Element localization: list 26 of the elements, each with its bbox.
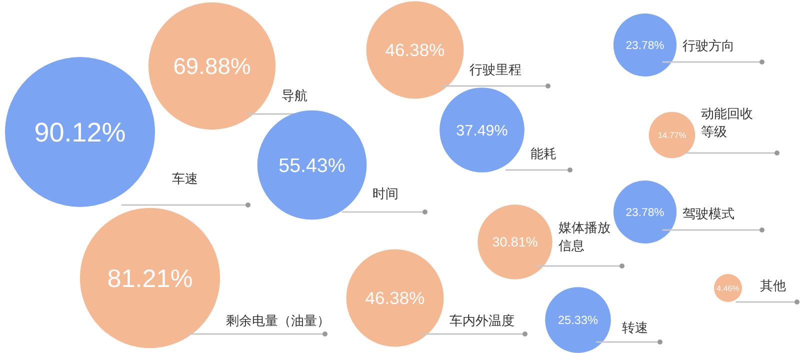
data-label: 4.46% — [716, 284, 740, 293]
category-label: 其他 — [760, 278, 786, 293]
category-label: 车速 — [172, 171, 198, 186]
data-label: 81.21% — [107, 264, 193, 293]
data-label: 46.38% — [385, 40, 445, 60]
data-label: 23.78% — [626, 40, 664, 52]
category-label: 行驶里程 — [470, 62, 522, 77]
category-label: 驾驶模式 — [682, 206, 735, 221]
data-label: 69.88% — [173, 53, 251, 80]
category-label: 动能回收等级 — [701, 106, 754, 139]
category-label: 车内外温度 — [450, 313, 515, 328]
data-label: 55.43% — [278, 154, 346, 177]
data-label: 14.77% — [658, 130, 687, 140]
category-label: 导航 — [282, 88, 308, 103]
data-label: 25.33% — [558, 313, 599, 328]
category-label: 媒体播放信息 — [558, 220, 610, 253]
data-label: 90.12% — [34, 117, 126, 148]
data-label: 23.78% — [626, 206, 664, 219]
category-label: 剩余电量（油量） — [226, 313, 330, 328]
data-label: 46.38% — [365, 288, 425, 308]
category-label: 时间 — [372, 186, 399, 201]
category-label: 能耗 — [530, 146, 556, 161]
category-label: 转速 — [622, 320, 648, 335]
data-label: 30.81% — [492, 234, 538, 250]
category-label: 行驶方向 — [682, 38, 735, 53]
data-label: 37.49% — [456, 122, 508, 140]
